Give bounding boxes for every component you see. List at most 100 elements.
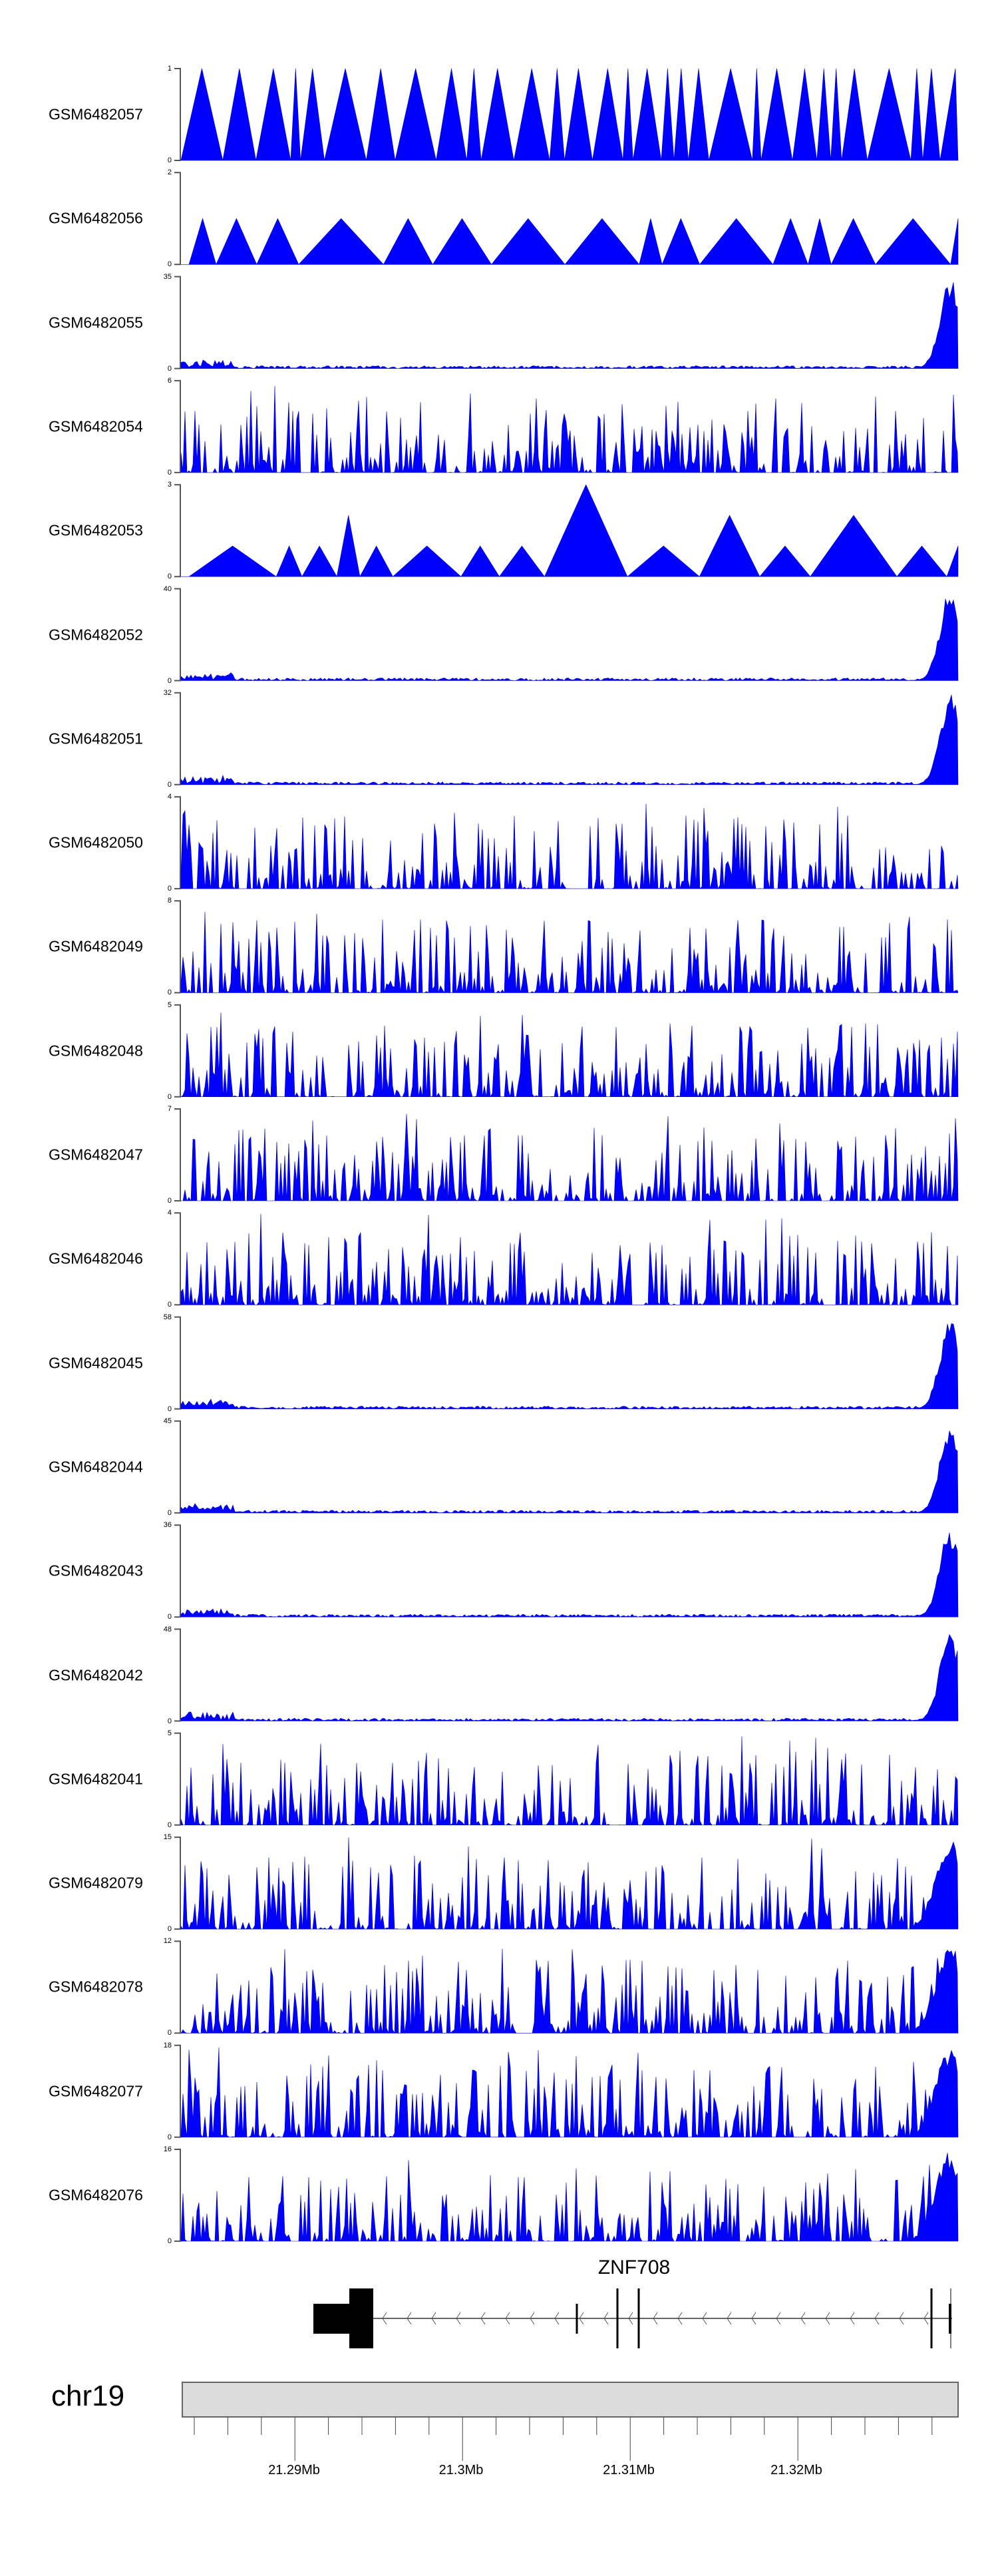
coverage-area-GSM6482045 [180, 1323, 959, 1409]
track-label: GSM6482046 [49, 1249, 143, 1267]
y-axis [174, 1524, 181, 1618]
track-label: GSM6482045 [49, 1354, 143, 1372]
y-axis [174, 1004, 181, 1098]
y-axis-max-label: 4 [167, 793, 172, 801]
y-axis [174, 2149, 181, 2242]
strand-arrow-icon [505, 2312, 510, 2325]
coverage-area-GSM6482041 [180, 1736, 959, 1826]
y-axis-max-label: 36 [163, 1521, 172, 1530]
y-axis [174, 796, 181, 890]
strand-arrow-icon [554, 2312, 560, 2325]
coverage-area-GSM6482079 [180, 1837, 959, 1930]
track-label: GSM6482043 [49, 1562, 143, 1580]
y-axis-min-label: 0 [167, 1197, 172, 1205]
y-axis-max-label: 15 [163, 1833, 172, 1842]
utr-exon [313, 2304, 351, 2334]
y-axis-max-label: 48 [163, 1625, 172, 1633]
y-axis-min-label: 0 [167, 988, 172, 997]
track-label: GSM6482056 [49, 209, 143, 227]
track-label: GSM6482057 [49, 105, 143, 123]
x-tick-label: 21.31Mb [603, 2463, 655, 2477]
x-tick-label: 21.3Mb [438, 2463, 484, 2477]
y-axis-min-label: 0 [167, 260, 172, 269]
coverage-area-GSM6482042 [180, 1633, 959, 1721]
y-axis-max-label: 40 [163, 584, 172, 593]
y-axis-min-label: 0 [167, 1717, 172, 1725]
track-label: GSM6482042 [49, 1666, 143, 1683]
y-axis [174, 900, 181, 994]
y-axis-min-label: 0 [167, 1925, 172, 1934]
y-axis-max-label: 5 [167, 1000, 172, 1009]
strand-arrow-icon [603, 2312, 609, 2325]
strand-arrow-icon [899, 2312, 904, 2325]
y-axis-min-label: 0 [167, 1301, 172, 1309]
y-axis-min-label: 0 [167, 885, 172, 893]
y-axis-max-label: 2 [167, 168, 172, 177]
coverage-area-GSM6482052 [180, 598, 959, 681]
coding-exon [349, 2288, 373, 2348]
y-axis-min-label: 0 [167, 572, 172, 581]
track-label: GSM6482052 [49, 626, 143, 643]
y-axis-max-label: 1 [167, 65, 172, 73]
track-label: GSM6482079 [49, 1874, 143, 1892]
track-label: GSM6482055 [49, 314, 143, 331]
y-axis [174, 68, 181, 161]
strand-arrow-icon [874, 2312, 880, 2325]
track-label: GSM6482041 [49, 1770, 143, 1788]
y-axis [174, 1316, 181, 1410]
chromosome-label: chr19 [51, 2380, 125, 2412]
y-axis [174, 172, 181, 266]
y-axis [174, 692, 181, 785]
coverage-area-GSM6482078 [180, 1948, 959, 2034]
strand-arrow-icon [431, 2312, 436, 2325]
coverage-area-GSM6482076 [180, 2153, 959, 2243]
y-axis-max-label: 6 [167, 376, 172, 385]
track-label: GSM6482077 [49, 2082, 143, 2100]
coverage-area-GSM6482046 [180, 1213, 959, 1306]
coverage-area-GSM6482077 [180, 2047, 959, 2138]
strand-arrow-icon [702, 2312, 707, 2325]
y-axis-min-label: 0 [167, 676, 172, 685]
y-axis-min-label: 0 [167, 364, 172, 373]
coverage-area-GSM6482044 [180, 1430, 959, 1514]
coverage-area-GSM6482049 [180, 911, 959, 994]
track-label: GSM6482053 [49, 521, 143, 539]
chromosome-bar [182, 2382, 959, 2418]
coverage-area-GSM6482047 [181, 1114, 959, 1202]
y-axis-min-label: 0 [167, 156, 172, 164]
y-axis-max-label: 7 [167, 1105, 172, 1113]
y-axis-min-label: 0 [167, 468, 172, 477]
y-axis-max-label: 45 [163, 1416, 172, 1425]
y-axis [174, 1628, 181, 1722]
y-axis-max-label: 12 [163, 1937, 172, 1946]
strand-arrow-icon [382, 2312, 387, 2325]
y-axis [174, 276, 181, 369]
y-axis [174, 1212, 181, 1306]
strand-arrow-icon [825, 2312, 830, 2325]
y-axis [174, 1836, 181, 1930]
y-axis-max-label: 16 [163, 2145, 172, 2153]
y-axis [174, 379, 181, 473]
strand-arrow-icon [456, 2312, 461, 2325]
y-axis-min-label: 0 [167, 1508, 172, 1517]
coverage-area-GSM6482055 [180, 282, 959, 369]
y-axis-max-label: 4 [167, 1209, 172, 1217]
track-label: GSM6482051 [49, 730, 143, 748]
gene-name-label: ZNF708 [597, 2256, 671, 2278]
track-label: GSM6482076 [49, 2186, 143, 2204]
y-axis-min-label: 0 [167, 1404, 172, 1413]
track-label: GSM6482047 [49, 1146, 143, 1164]
y-axis [174, 1940, 181, 2034]
strand-arrow-icon [579, 2312, 584, 2325]
strand-arrow-icon [923, 2312, 929, 2325]
strand-arrow-icon [677, 2312, 683, 2325]
y-axis-max-label: 18 [163, 2041, 172, 2049]
coverage-area-GSM6482053 [181, 484, 959, 578]
coverage-area-GSM6482056 [181, 218, 959, 266]
track-label: GSM6482044 [49, 1458, 143, 1476]
coverage-area-GSM6482043 [180, 1532, 959, 1617]
y-axis [174, 1420, 181, 1514]
y-axis-max-label: 5 [167, 1729, 172, 1737]
strand-arrow-icon [776, 2312, 781, 2325]
track-label: GSM6482048 [49, 1042, 143, 1060]
